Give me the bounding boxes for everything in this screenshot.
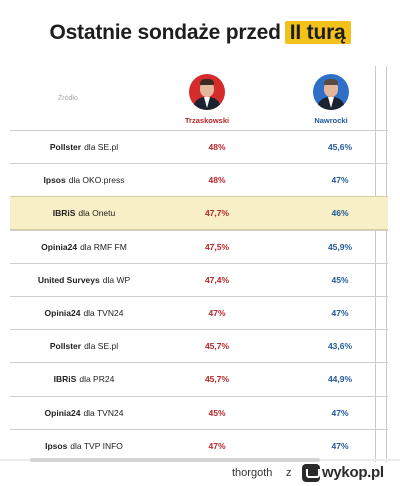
poll-source: United Surveys dla WP xyxy=(10,264,158,296)
nawrocki-value: 47% xyxy=(331,407,349,418)
trzaskowski-value: 45% xyxy=(208,407,226,418)
candidate-name: Nawrocki xyxy=(314,116,348,125)
source-column-header: Źródło xyxy=(58,95,78,102)
table-row: Opinia24 dla TVN24 45% 47% xyxy=(10,395,388,429)
poll-source: Opinia24 dla TVN24 xyxy=(10,297,158,329)
pollster-name: Pollster xyxy=(49,341,82,352)
title-row: Ostatnie sondaże przed II turą xyxy=(0,18,400,54)
divider xyxy=(375,66,376,462)
table-row: United Surveys dla WP 47,4% 45% xyxy=(10,262,388,296)
table-row: Pollster dla SE.pl 45,7% 43,6% xyxy=(10,329,388,362)
outlet-name: dla Onetu xyxy=(78,207,116,218)
pollster-name: Opinia24 xyxy=(44,308,81,319)
nawrocki-value: 45,9% xyxy=(327,241,353,252)
pollster-name: Ipsos xyxy=(45,440,68,451)
nawrocki-value: 47% xyxy=(331,308,349,319)
trzaskowski-value: 47% xyxy=(208,308,226,319)
table-row: Ipsos dla TVP INFO 47% 47% xyxy=(10,428,388,462)
poll-source: Opinia24 dla RMF FM xyxy=(10,231,158,263)
pollster-name: IBRiS xyxy=(53,374,77,385)
poll-source: Pollster dla SE.pl xyxy=(10,131,158,163)
author-link[interactable]: thorgoth xyxy=(232,467,273,479)
table-row: Opinia24 dla TVN24 47% 47% xyxy=(10,295,388,329)
trzaskowski-value: 47,4% xyxy=(204,274,230,285)
wykop-logo-icon xyxy=(302,464,320,482)
poll-source: Ipsos dla TVP INFO xyxy=(10,430,158,462)
table-row: IBRiS dla Onetu 47,7% 46% xyxy=(10,196,388,230)
poll-source: Pollster dla SE.pl xyxy=(10,330,158,362)
title-highlight: II turą xyxy=(284,21,351,44)
poll-source: IBRiS dla Onetu xyxy=(10,197,158,228)
trzaskowski-value: 48% xyxy=(208,142,226,153)
trzaskowski-value: 45,7% xyxy=(204,341,230,352)
poll-source: Ipsos dla OKO.press xyxy=(10,164,158,196)
poll-card: Ostatnie sondaże przed II turą Źródło Trz… xyxy=(0,18,400,462)
pollster-name: United Surveys xyxy=(37,274,100,285)
brand-link[interactable]: wykop.pl xyxy=(322,464,384,481)
pollster-name: Ipsos xyxy=(43,175,66,186)
outlet-name: dla WP xyxy=(102,274,131,285)
divider xyxy=(386,66,387,462)
nawrocki-value: 47% xyxy=(331,440,349,451)
outlet-name: dla TVN24 xyxy=(83,407,124,418)
trzaskowski-value: 47,7% xyxy=(204,207,230,218)
poll-source: Opinia24 dla TVN24 xyxy=(10,397,158,429)
horizontal-scrollbar[interactable] xyxy=(0,458,400,462)
pollster-name: IBRiS xyxy=(52,207,76,218)
trzaskowski-value: 47% xyxy=(208,440,226,451)
pollster-name: Pollster xyxy=(49,142,82,153)
candidate-trzaskowski: Trzaskowski xyxy=(162,74,252,125)
footer-separator: z xyxy=(286,467,292,479)
nawrocki-value: 46% xyxy=(331,207,349,218)
nawrocki-value: 45% xyxy=(331,274,349,285)
pollster-name: Opinia24 xyxy=(44,407,81,418)
title-main: Ostatnie sondaże przed xyxy=(49,21,281,44)
nawrocki-value: 47% xyxy=(331,175,349,186)
outlet-name: dla OKO.press xyxy=(68,175,125,186)
poll-table: Pollster dla SE.pl 48% 45,6% Ipsos dla OKO.pr… xyxy=(10,130,388,462)
outlet-name: dla RMF FM xyxy=(80,241,127,252)
avatar xyxy=(313,74,349,110)
nawrocki-value: 45,6% xyxy=(327,142,353,153)
pollster-name: Opinia24 xyxy=(41,241,78,252)
poll-source: IBRiS dla PR24 xyxy=(10,363,158,395)
nawrocki-value: 43,6% xyxy=(327,341,353,352)
outlet-name: dla TVP INFO xyxy=(70,440,123,451)
outlet-name: dla PR24 xyxy=(79,374,115,385)
outlet-name: dla SE.pl xyxy=(84,142,119,153)
trzaskowski-value: 48% xyxy=(208,175,226,186)
nawrocki-value: 44,9% xyxy=(327,374,353,385)
candidate-nawrocki: Nawrocki xyxy=(286,74,376,125)
table-row: IBRiS dla PR24 45,7% 44,9% xyxy=(10,362,388,395)
trzaskowski-value: 45,7% xyxy=(204,374,230,385)
page-title: Ostatnie sondaże przed II turą xyxy=(49,18,351,48)
outlet-name: dla SE.pl xyxy=(84,341,119,352)
candidate-name: Trzaskowski xyxy=(184,116,230,125)
footer: thorgoth z wykop.pl xyxy=(0,462,400,486)
avatar xyxy=(189,74,225,110)
table-row: Pollster dla SE.pl 48% 45,6% xyxy=(10,130,388,163)
scrollbar-thumb[interactable] xyxy=(30,458,320,462)
table-row: Ipsos dla OKO.press 48% 47% xyxy=(10,163,388,196)
table-row: Opinia24 dla RMF FM 47,5% 45,9% xyxy=(10,229,388,263)
outlet-name: dla TVN24 xyxy=(83,308,124,319)
trzaskowski-value: 47,5% xyxy=(204,241,230,252)
